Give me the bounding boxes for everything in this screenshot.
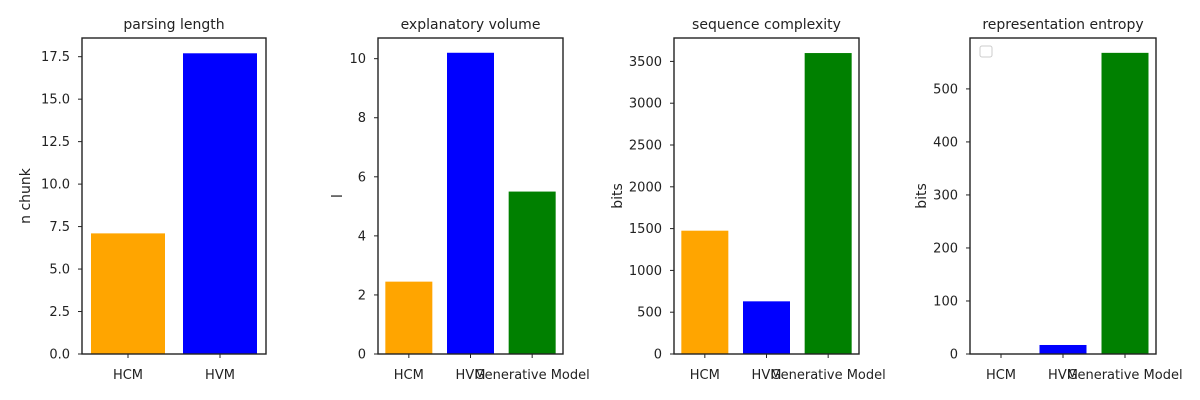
y-tick-label: 10.0 xyxy=(41,178,70,193)
x-tick-label: HCM xyxy=(986,368,1016,383)
y-tick-label: 2 xyxy=(358,288,366,303)
x-tick-label: Generative Model xyxy=(1067,368,1182,383)
x-tick-label: HVM xyxy=(205,368,235,383)
y-tick-label: 2.5 xyxy=(49,305,70,320)
y-tick-label: 17.5 xyxy=(41,50,70,65)
y-tick-label: 300 xyxy=(933,188,958,203)
bar-hcm xyxy=(681,230,729,354)
y-tick-label: 6 xyxy=(358,170,366,185)
y-tick-label: 100 xyxy=(933,294,958,309)
y-tick-label: 8 xyxy=(358,111,366,126)
axes-frame xyxy=(81,37,267,355)
x-tick-label: HVM xyxy=(456,368,486,383)
y-tick-label: 0 xyxy=(654,348,662,363)
y-tick-label: 0.0 xyxy=(49,348,70,363)
bar-hcm xyxy=(385,281,433,354)
axes-frame xyxy=(969,37,1157,355)
axes-frame xyxy=(673,37,860,355)
y-tick-label: 4 xyxy=(358,229,366,244)
y-tick-label: 400 xyxy=(933,135,958,150)
y-tick-label: 15.0 xyxy=(41,93,70,108)
y-tick-label: 0 xyxy=(358,348,366,363)
bar-hvm xyxy=(447,52,494,354)
y-tick-label: 12.5 xyxy=(41,135,70,150)
x-tick-label: Generative Model xyxy=(475,368,590,383)
chart-title: explanatory volume xyxy=(401,17,541,33)
bar-generative-model xyxy=(804,53,852,355)
y-tick-label: 2500 xyxy=(629,139,662,154)
chart-title: parsing length xyxy=(123,17,224,33)
chart-title: sequence complexity xyxy=(692,17,841,33)
y-axis-label: bits xyxy=(610,183,626,209)
x-tick-label: HCM xyxy=(113,368,143,383)
axes-frame xyxy=(377,37,564,355)
y-axis-label: n chunk xyxy=(18,167,34,224)
bar-hvm xyxy=(743,301,790,354)
y-tick-label: 0 xyxy=(950,348,958,363)
y-axis-label: bits xyxy=(914,183,930,209)
bar-generative-model xyxy=(1101,52,1149,354)
chart-panel-1: HCM HVM 0.0 2.5 5.0 7.5 10.0 12.5 15.0 17.5 parsin… xyxy=(18,17,267,383)
y-tick-label: 500 xyxy=(933,82,958,97)
bar-hvm xyxy=(1039,344,1087,354)
y-tick-label: 1000 xyxy=(629,264,662,279)
x-tick-label: HVM xyxy=(1048,368,1078,383)
bar-hvm xyxy=(183,53,257,355)
x-tick-label: HVM xyxy=(752,368,782,383)
y-tick-label: 5.0 xyxy=(49,263,70,278)
x-tick-label: Generative Model xyxy=(771,368,886,383)
chart-title: representation entropy xyxy=(982,17,1143,33)
y-tick-label: 7.5 xyxy=(49,220,70,235)
y-tick-label: 10 xyxy=(349,52,366,67)
x-tick-label: HCM xyxy=(394,368,424,383)
y-tick-label: 3500 xyxy=(629,55,662,70)
x-tick-label: HCM xyxy=(690,368,720,383)
y-tick-label: 200 xyxy=(933,241,958,256)
y-tick-label: 3000 xyxy=(629,97,662,112)
bar-hcm xyxy=(91,233,165,354)
legend-box xyxy=(979,45,993,58)
y-tick-label: 1500 xyxy=(629,222,662,237)
y-axis-label: l xyxy=(330,194,346,198)
y-tick-label: 500 xyxy=(637,306,662,321)
y-tick-label: 2000 xyxy=(629,180,662,195)
bar-generative-model xyxy=(508,191,556,354)
